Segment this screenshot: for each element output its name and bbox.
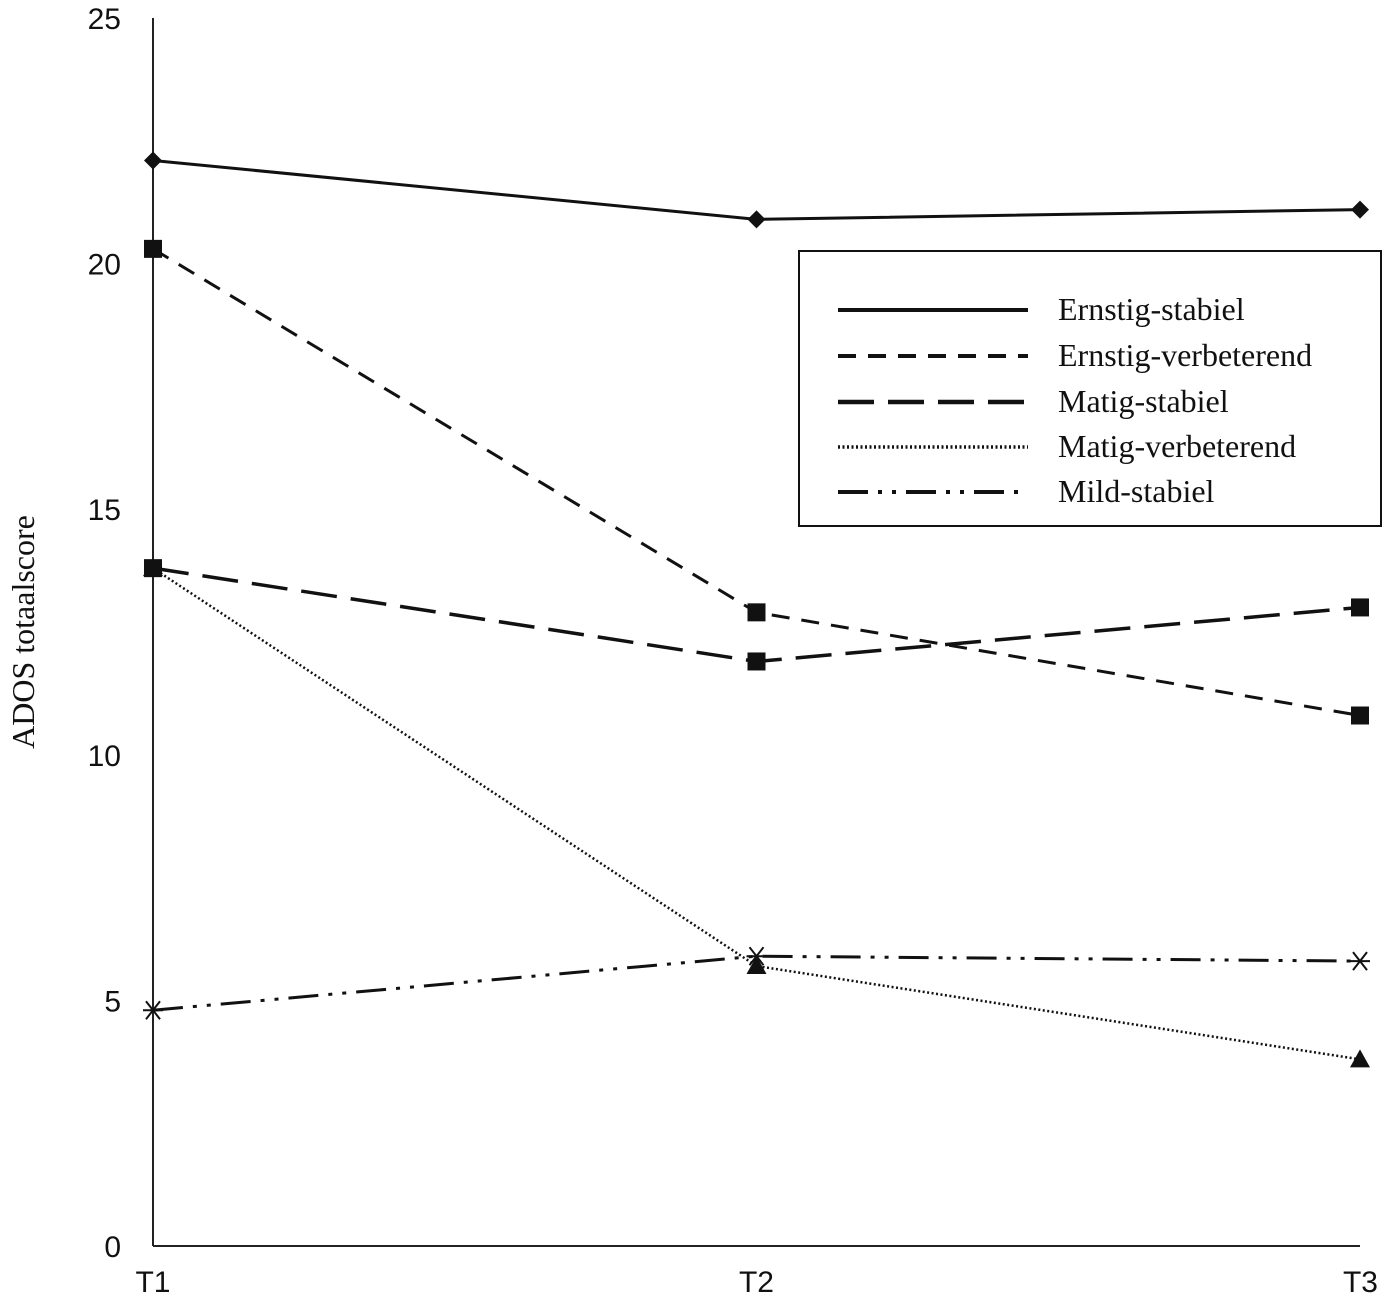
series-1-point-0 (144, 239, 162, 258)
series-0-point-2 (1351, 200, 1369, 219)
series-0-point-1 (747, 210, 766, 229)
series-3-point-2 (1350, 1049, 1370, 1068)
x-tick-label-1: T2 (739, 1266, 774, 1298)
series-3-point-1 (746, 956, 767, 975)
series-1 (144, 239, 1369, 725)
legend: Ernstig-stabiel Ernstig-verbeterend Matig-… (798, 250, 1382, 527)
series-2-point-1 (747, 652, 766, 671)
y-tick-label-2: 10 (88, 740, 121, 773)
legend-label-4: Mild-stabiel (1058, 473, 1215, 509)
y-tick-label-3: 15 (88, 494, 121, 527)
legend-label-1: Ernstig-verbeterend (1058, 337, 1312, 373)
x-tick-labels: T1 T2 T3 (135, 1266, 1378, 1298)
series-layer (143, 151, 1370, 1068)
y-tick-label-0: 0 (104, 1231, 121, 1264)
y-tick-label-5: 25 (88, 3, 121, 36)
series-0-point-0 (144, 151, 162, 170)
y-tick-label-4: 20 (88, 249, 121, 282)
series-1-point-1 (747, 603, 766, 622)
series-4 (143, 946, 1370, 1020)
series-4-point-1 (746, 946, 767, 966)
y-tick-labels: 0 5 10 15 20 25 (88, 3, 121, 1264)
series-4-point-2 (1350, 951, 1370, 971)
y-tick-label-1: 5 (104, 985, 121, 1018)
series-1-point-2 (1351, 706, 1369, 725)
series-line-3 (152, 567, 1361, 1061)
x-tick-label-0: T1 (135, 1266, 170, 1298)
legend-label-2: Matig-stabiel (1058, 383, 1229, 419)
legend-label-0: Ernstig-stabiel (1058, 291, 1245, 327)
y-axis-title: ADOS totaalscore (5, 515, 41, 749)
series-3-point-0 (143, 558, 163, 577)
x-tick-label-2: T3 (1343, 1266, 1378, 1298)
series-4-point-0 (143, 1000, 163, 1020)
series-0 (144, 151, 1369, 229)
series-line-4 (152, 954, 1361, 1012)
series-2-point-2 (1351, 598, 1369, 617)
legend-box (798, 250, 1382, 527)
legend-label-3: Matig-verbeterend (1058, 428, 1296, 464)
series-3 (143, 558, 1370, 1068)
axes (152, 18, 1360, 1247)
